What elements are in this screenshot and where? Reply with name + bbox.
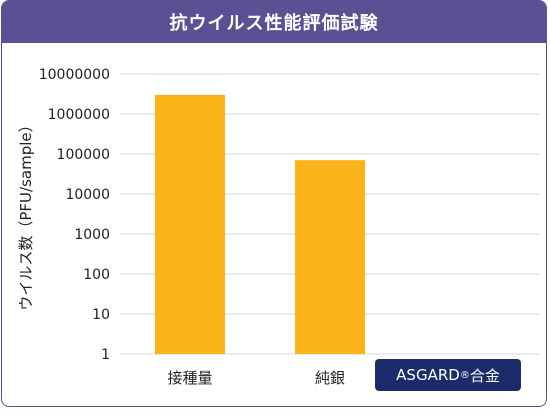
bar [155,94,225,354]
y-tick-label: 10000000 [39,67,110,83]
y-axis-label: ウイルス数（PFU/sample） [17,117,35,310]
y-tick-label: 10000 [65,187,110,203]
y-tick-label: 1000 [74,227,110,243]
chart-title: 抗ウイルス性能評価試験 [2,1,546,43]
badge-suffix: 合金 [469,366,500,385]
badge-text: ASGARD [396,366,460,384]
bar [295,160,365,354]
x-tick-label: 純銀 [315,369,345,387]
y-tick-label: 1 [101,347,110,363]
x-tick-label-asgard-badge: ASGARD ® 合金 [375,359,521,391]
y-tick-label: 1000000 [48,107,110,123]
y-tick-label: 10 [92,307,110,323]
x-tick-label: 接種量 [167,369,212,387]
y-tick-label: 100000 [57,147,110,163]
registered-mark: ® [459,369,470,381]
y-tick-label: 100 [83,267,110,283]
